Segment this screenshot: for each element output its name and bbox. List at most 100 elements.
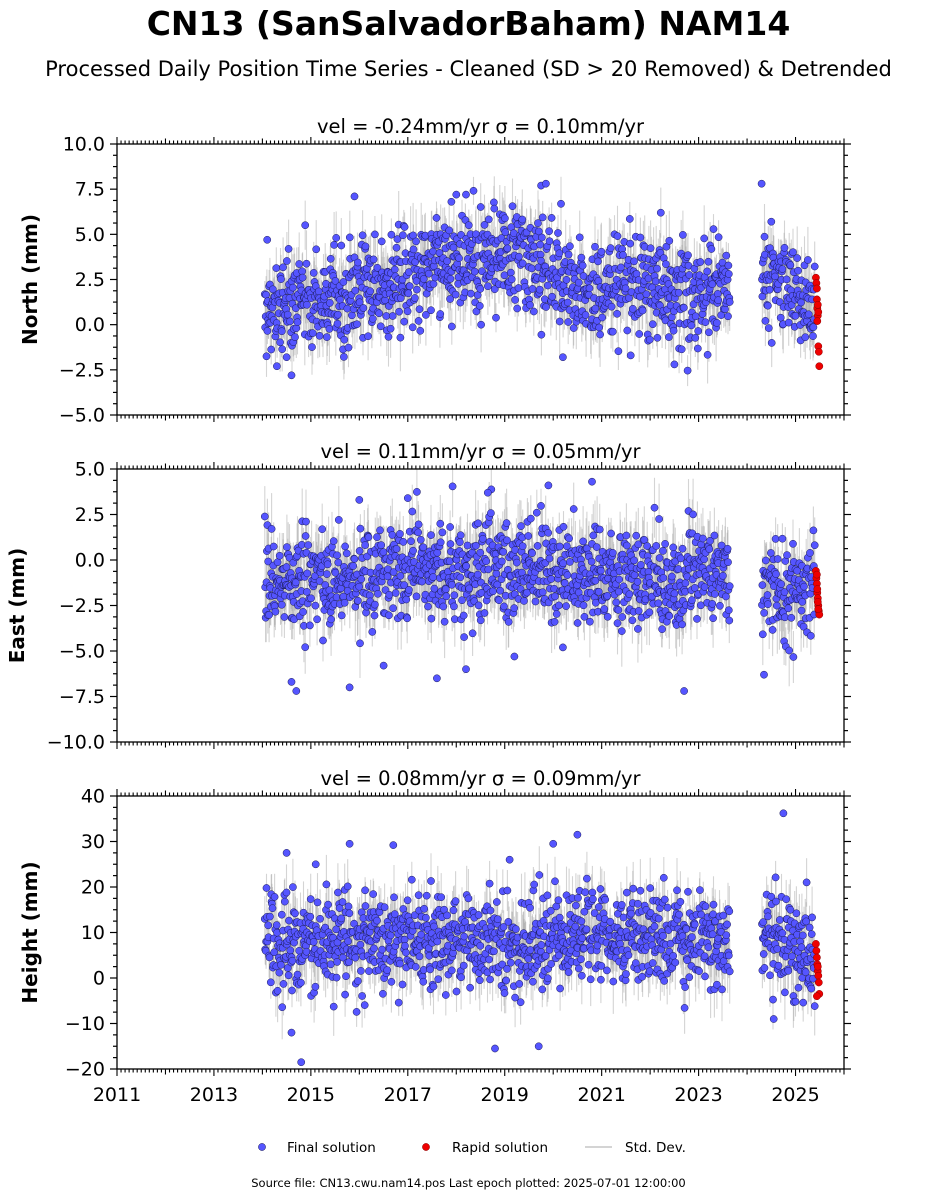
- final-solution-point: [782, 275, 791, 284]
- final-solution-point: [765, 285, 774, 294]
- final-solution-point: [313, 615, 321, 624]
- final-solution-point: [527, 264, 536, 273]
- final-solution-point: [662, 260, 670, 268]
- final-solution-point: [355, 582, 364, 591]
- final-solution-point: [674, 565, 683, 573]
- final-solution-point: [809, 323, 818, 332]
- final-solution-point: [364, 533, 373, 542]
- final-solution-point: [670, 360, 679, 369]
- final-solution-point: [596, 330, 604, 339]
- final-solution-point: [484, 282, 492, 291]
- final-solution-point: [563, 571, 572, 579]
- final-solution-point: [613, 619, 622, 628]
- final-solution-point: [579, 601, 588, 610]
- final-solution-point: [355, 298, 364, 307]
- final-solution-point: [323, 333, 331, 341]
- final-solution-point: [480, 609, 489, 617]
- final-solution-point: [326, 254, 335, 263]
- final-solution-point: [614, 347, 623, 356]
- final-solution-point: [446, 523, 454, 531]
- final-solution-point: [405, 282, 414, 291]
- final-solution-point: [559, 522, 568, 531]
- final-solution-point: [574, 278, 583, 287]
- final-solution-point: [441, 585, 450, 594]
- final-solution-point: [373, 263, 382, 272]
- final-solution-point: [452, 190, 461, 199]
- final-solution-point: [400, 317, 409, 326]
- final-solution-point: [277, 275, 285, 283]
- final-solution-point: [329, 537, 338, 545]
- final-solution-point: [403, 307, 412, 316]
- final-solution-point: [389, 604, 397, 613]
- final-solution-point: [277, 327, 286, 336]
- final-solution-point: [595, 323, 604, 332]
- final-solution-point: [543, 281, 552, 290]
- final-solution-point: [688, 596, 696, 604]
- final-solution-point: [295, 260, 304, 268]
- final-solution-point: [344, 343, 353, 352]
- final-solution-point: [448, 482, 457, 491]
- final-solution-point: [282, 563, 291, 571]
- final-solution-point: [581, 311, 590, 319]
- final-solution-point: [303, 569, 312, 578]
- final-solution-point: [535, 285, 544, 294]
- final-solution-point: [626, 239, 635, 248]
- final-solution-point: [269, 285, 277, 294]
- final-solution-point: [804, 310, 813, 319]
- x-axis: [116, 137, 845, 422]
- final-solution-point: [579, 537, 587, 546]
- final-solution-point: [714, 296, 723, 305]
- final-solution-point: [622, 531, 631, 540]
- final-solution-point: [392, 243, 401, 252]
- final-solution-point: [436, 519, 445, 528]
- final-solution-point: [761, 317, 770, 325]
- final-solution-point: [634, 540, 643, 549]
- final-solution-point: [564, 250, 573, 259]
- final-solution-point: [709, 225, 718, 233]
- final-solution-point: [308, 343, 316, 351]
- final-solution-point: [538, 588, 547, 597]
- final-solution-point: [278, 345, 287, 354]
- final-solution-point: [776, 313, 785, 322]
- final-solution-point: [575, 233, 584, 242]
- final-solution-point: [520, 597, 528, 605]
- final-solution-point: [438, 528, 447, 537]
- final-solution-point: [724, 261, 733, 270]
- final-solution-point: [665, 612, 674, 620]
- final-solution-point: [446, 274, 455, 283]
- final-solution-point: [263, 235, 272, 244]
- final-solution-point: [635, 330, 644, 338]
- final-solution-point: [414, 317, 423, 325]
- final-solution-point: [722, 251, 731, 260]
- final-solution-point: [630, 571, 639, 579]
- final-solution-point: [668, 572, 676, 581]
- final-solution-point: [677, 345, 686, 354]
- final-solution-point: [327, 615, 335, 624]
- final-solution-point: [269, 542, 278, 551]
- final-solution-point: [597, 247, 606, 256]
- final-solution-point: [408, 507, 417, 516]
- final-solution-point: [396, 333, 405, 342]
- final-solution-point: [376, 526, 384, 535]
- final-solution-point: [780, 243, 789, 252]
- final-solution-point: [544, 528, 553, 537]
- final-solution-point: [447, 322, 456, 331]
- final-solution-point: [676, 554, 685, 563]
- final-solution-point: [403, 614, 412, 623]
- final-solution-point: [445, 226, 454, 235]
- final-solution-point: [334, 310, 342, 319]
- final-solution-point: [528, 549, 536, 557]
- final-solution-point: [554, 229, 562, 237]
- final-solution-point: [603, 592, 612, 600]
- final-solution-point: [332, 234, 341, 242]
- final-solution-point: [354, 596, 362, 605]
- final-solution-point: [636, 233, 645, 242]
- final-solution-point: [340, 598, 349, 607]
- final-solution-point: [302, 259, 311, 268]
- final-solution-point: [359, 304, 368, 312]
- final-solution-point: [458, 596, 466, 605]
- rapid-solution-point: [813, 300, 822, 309]
- final-solution-point: [526, 514, 535, 523]
- final-solution-point: [460, 633, 468, 641]
- final-solution-point: [545, 554, 554, 563]
